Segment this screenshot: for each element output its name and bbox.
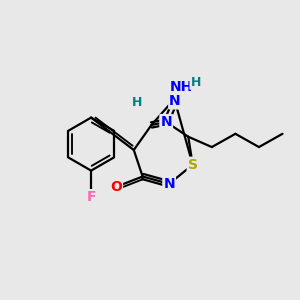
Text: NH: NH (169, 80, 193, 94)
Text: H: H (190, 76, 201, 89)
Text: F: F (86, 190, 96, 204)
Text: O: O (110, 180, 122, 194)
Text: N: N (160, 115, 172, 129)
Text: H: H (132, 96, 142, 110)
Text: N: N (163, 177, 175, 191)
Text: S: S (188, 158, 198, 172)
Text: N: N (169, 94, 181, 108)
